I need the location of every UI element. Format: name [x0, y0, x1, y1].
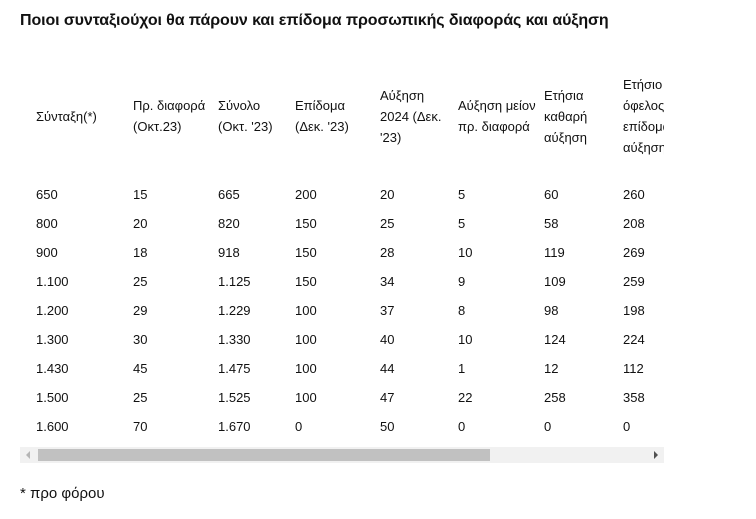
column-header: Σύνταξη(*): [36, 108, 97, 124]
table-cell: 119: [544, 245, 565, 260]
table-cell: 37: [380, 303, 395, 318]
table-cell: 358: [623, 390, 645, 405]
table-cell: 124: [544, 332, 566, 347]
table-cell: 10: [458, 245, 473, 260]
table-cell: 70: [133, 419, 148, 434]
table-cell: 1.229: [218, 303, 251, 318]
table-cell: 100: [295, 303, 317, 318]
table-row: 1.430 45 1.475 100 44 1 12 112: [20, 354, 664, 383]
table-cell: 150: [295, 245, 317, 260]
column-header: Ετήσια καθαρή αύξηση: [544, 87, 588, 145]
table-cell: 5: [458, 187, 466, 202]
table-cell: 5: [458, 216, 466, 231]
table-cell: 1.525: [218, 390, 251, 405]
table-cell: 10: [458, 332, 473, 347]
table-cell: 22: [458, 390, 473, 405]
table-cell: 20: [380, 187, 395, 202]
scrollbar-thumb[interactable]: [38, 449, 490, 461]
table-row: 1.600 70 1.670 0 50 0 0 0: [20, 412, 664, 441]
table-row: 1.200 29 1.229 100 37 8 98 198: [20, 296, 664, 325]
table-row: 1.100 25 1.125 150 34 9 109 259: [20, 267, 664, 296]
table-cell: 1.475: [218, 361, 251, 376]
table-cell: 918: [218, 245, 240, 260]
table-cell: 18: [133, 245, 148, 260]
table-cell: 109: [544, 274, 566, 289]
table-cell: 40: [380, 332, 395, 347]
table-cell: 1.330: [218, 332, 251, 347]
scroll-left-arrow-icon[interactable]: [26, 451, 30, 459]
table-cell: 200: [295, 187, 317, 202]
table-cell: 1.300: [36, 332, 69, 347]
table-cell: 259: [623, 274, 645, 289]
table-cell: 15: [133, 187, 148, 202]
table-cell: 150: [295, 274, 317, 289]
table-cell: 1.430: [36, 361, 69, 376]
table-cell: 820: [218, 216, 240, 231]
table-cell: 8: [458, 303, 466, 318]
pension-table: Σύνταξη(*) Πρ. διαφορά (Οκτ.23) Σύνολο (Οκ…: [20, 52, 664, 441]
table-row: 650 15 665 200 20 5 60 260: [20, 180, 664, 209]
table-cell: 198: [623, 303, 645, 318]
table-cell: 60: [544, 187, 559, 202]
table-cell: 28: [380, 245, 395, 260]
table-cell: 0: [544, 419, 552, 434]
table-cell: 98: [544, 303, 559, 318]
table-cell: 900: [36, 245, 58, 260]
table-cell: 100: [295, 390, 317, 405]
table-cell: 1.600: [36, 419, 69, 434]
table-cell: 1.200: [36, 303, 69, 318]
table-cell: 12: [544, 361, 559, 376]
table-cell: 50: [380, 419, 395, 434]
column-header: Πρ. διαφορά (Οκτ.23): [133, 98, 206, 134]
table-cell: 25: [133, 274, 148, 289]
table-cell: 1.100: [36, 274, 69, 289]
table-cell: 29: [133, 303, 148, 318]
table-cell: 1.125: [218, 274, 251, 289]
column-header: Αύξηση 2024 (Δεκ. '23): [380, 87, 442, 145]
table-cell: 47: [380, 390, 395, 405]
column-header: Επίδομα (Δεκ. '23): [295, 98, 349, 134]
table-cell: 665: [218, 187, 240, 202]
table-cell: 1: [458, 361, 466, 376]
table-container: Σύνταξη(*) Πρ. διαφορά (Οκτ.23) Σύνολο (Οκ…: [20, 52, 664, 446]
table-cell: 0: [623, 419, 631, 434]
table-row: 900 18 918 150 28 10 119 269: [20, 238, 664, 267]
footnote: * προ φόρου: [20, 485, 105, 502]
table-cell: 650: [36, 187, 58, 202]
horizontal-scrollbar[interactable]: [20, 447, 664, 463]
table-cell: 20: [133, 216, 148, 231]
table-cell: 150: [295, 216, 317, 231]
table-cell: 58: [544, 216, 559, 231]
table-row: 1.300 30 1.330 100 40 10 124 224: [20, 325, 664, 354]
table-cell: 44: [380, 361, 395, 376]
table-cell: 258: [544, 390, 566, 405]
table-cell: 100: [295, 361, 317, 376]
table-cell: 800: [36, 216, 58, 231]
table-cell: 269: [623, 245, 645, 260]
table-cell: 25: [380, 216, 395, 231]
table-cell: 0: [295, 419, 303, 434]
page-title: Ποιοι συνταξιούχοι θα πάρουν και επίδομα…: [20, 12, 609, 29]
table-row: 1.500 25 1.525 100 47 22 258 358: [20, 383, 664, 412]
table-cell: 30: [133, 332, 148, 347]
table-cell: 100: [295, 332, 317, 347]
column-header: Σύνολο (Οκτ. '23): [218, 98, 273, 134]
table-cell: 224: [623, 332, 645, 347]
column-header: Ετήσιο όφελος με επίδομα και αύξηση: [623, 77, 664, 155]
table-cell: 9: [458, 274, 466, 289]
table-cell: 1.670: [218, 419, 251, 434]
table-cell: 45: [133, 361, 148, 376]
table-cell: 34: [380, 274, 395, 289]
table-cell: 112: [623, 361, 644, 376]
table-cell: 208: [623, 216, 645, 231]
column-header: Αύξηση μείον πρ. διαφορά: [458, 98, 536, 134]
table-header-row: Σύνταξη(*) Πρ. διαφορά (Οκτ.23) Σύνολο (Οκ…: [20, 52, 664, 180]
table-cell: 25: [133, 390, 148, 405]
table-cell: 1.500: [36, 390, 69, 405]
table-cell: 0: [458, 419, 466, 434]
table-row: 800 20 820 150 25 5 58 208: [20, 209, 664, 238]
table-cell: 260: [623, 187, 645, 202]
scroll-right-arrow-icon[interactable]: [654, 451, 658, 459]
